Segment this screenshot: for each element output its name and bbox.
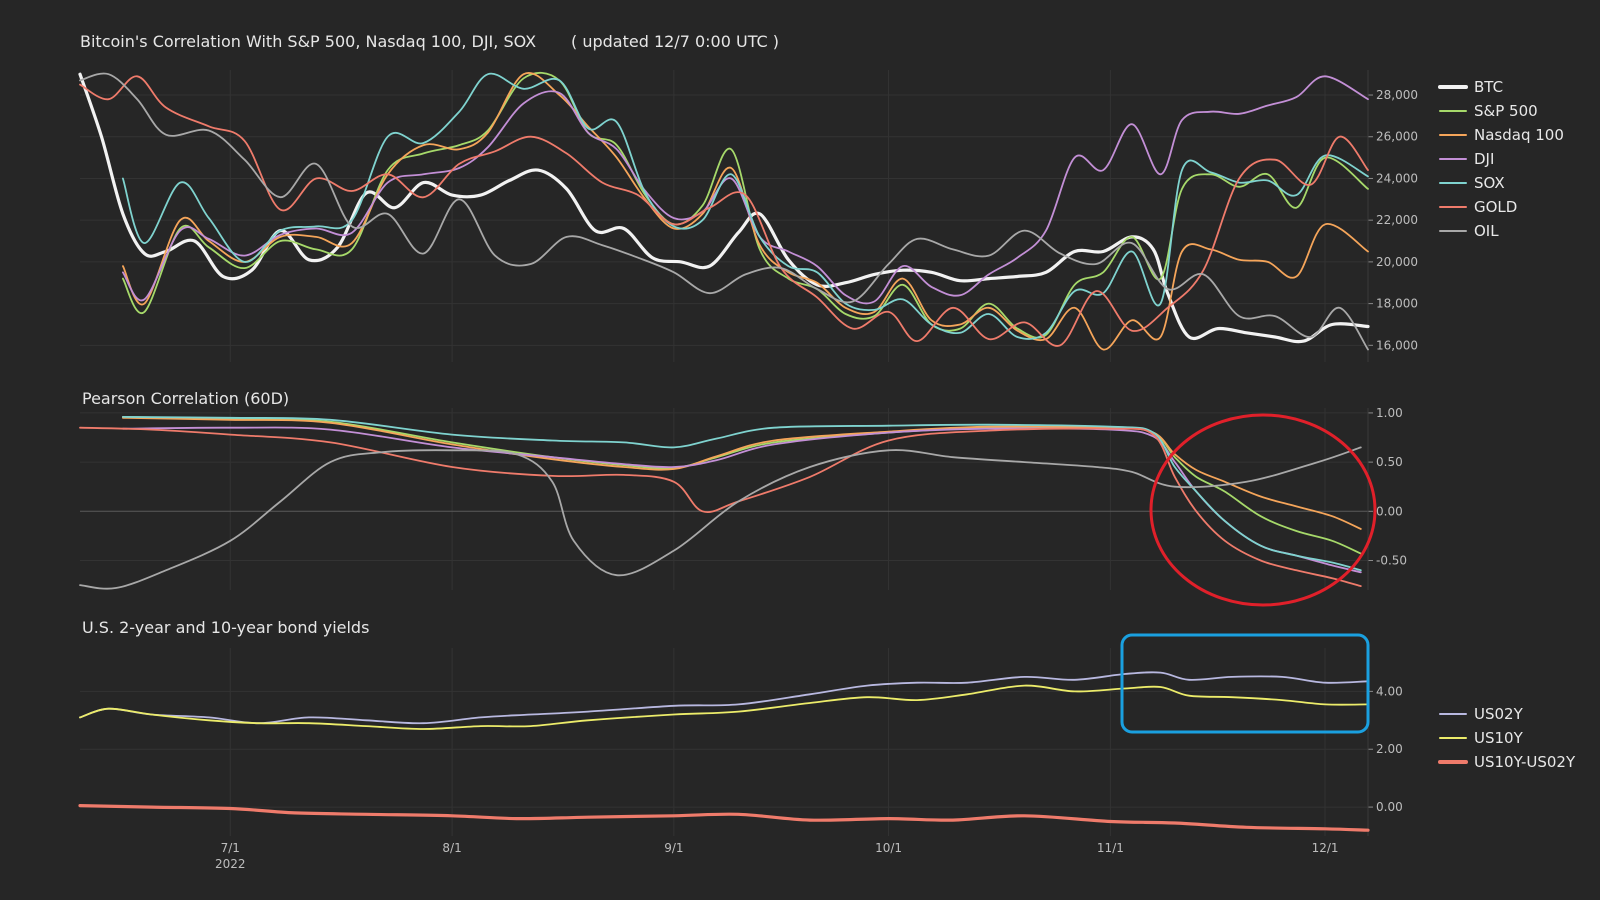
y-tick-label: 2.00 xyxy=(1376,742,1403,756)
series-line-nasdaq-100 xyxy=(122,416,1362,530)
y-tick-label: 4.00 xyxy=(1376,684,1403,698)
x-tick-label: 11/1 xyxy=(1097,841,1124,855)
series-line-us02y xyxy=(79,671,1369,725)
chart-title: Bitcoin's Correlation With S&P 500, Nasd… xyxy=(80,32,537,51)
legend-label-us02y: US02Y xyxy=(1474,705,1524,723)
yields-panel: 0.00 2.00 4.00 xyxy=(78,648,1403,836)
series-line-us10y xyxy=(79,684,1369,730)
series-line-us10y-us02y xyxy=(78,804,1370,832)
series-line-nasdaq-100 xyxy=(122,72,1369,351)
legend-label-btc: BTC xyxy=(1474,78,1503,96)
y-tick-label: 0.00 xyxy=(1376,504,1403,518)
legend-label-oil: OIL xyxy=(1474,222,1499,240)
series-line-sandp-500 xyxy=(122,416,1362,555)
series-line-oil xyxy=(79,72,1369,351)
x-tick-year-label: 2022 xyxy=(215,857,246,871)
y-tick-label: 26,000 xyxy=(1376,130,1418,144)
legend-label-gold: GOLD xyxy=(1474,198,1517,216)
y-tick-label: 24,000 xyxy=(1376,171,1418,185)
correlation-panel-title: Pearson Correlation (60D) xyxy=(82,389,290,408)
series-line-sandp-500 xyxy=(122,71,1369,339)
series-line-sox xyxy=(122,72,1369,340)
legend-label-dji: DJI xyxy=(1474,150,1494,168)
y-tick-label: 1.00 xyxy=(1376,406,1403,420)
series-line-gold xyxy=(79,75,1369,347)
series-line-dji xyxy=(122,75,1369,305)
series-line-oil xyxy=(79,446,1362,590)
correlation-panel: -0.50 0.00 0.50 1.00 xyxy=(79,406,1407,590)
x-tick-label: 7/1 xyxy=(221,841,240,855)
legend-label-nasdaq-100: Nasdaq 100 xyxy=(1474,126,1564,144)
price-panel: 16,000 18,000 20,000 22,000 24,000 26,000 28,0… xyxy=(78,70,1418,362)
y-tick-label: 28,000 xyxy=(1376,88,1418,102)
y-tick-label: -0.50 xyxy=(1376,553,1407,567)
legend-label-us10y: US10Y xyxy=(1474,729,1524,747)
y-tick-label: 16,000 xyxy=(1376,338,1418,352)
annotation-ellipse xyxy=(1149,413,1377,607)
series-line-sox xyxy=(122,416,1362,572)
y-tick-label: 20,000 xyxy=(1376,255,1418,269)
updated-timestamp: ( updated 12/7 0:00 UTC ) xyxy=(571,32,780,51)
series-line-gold xyxy=(79,426,1362,587)
x-tick-label: 8/1 xyxy=(442,841,461,855)
legend-label-sox: SOX xyxy=(1474,174,1505,192)
annotation-box xyxy=(1120,633,1370,734)
y-tick-label: 22,000 xyxy=(1376,213,1418,227)
legend-label-sandp-500: S&P 500 xyxy=(1474,102,1538,120)
yields-panel-title: U.S. 2-year and 10-year bond yields xyxy=(82,618,370,637)
legend-label-us10y-us02y: US10Y-US02Y xyxy=(1474,753,1576,771)
x-tick-label: 9/1 xyxy=(664,841,683,855)
y-tick-label: 0.50 xyxy=(1376,455,1403,469)
y-tick-label: 0.00 xyxy=(1376,800,1403,814)
y-tick-label: 18,000 xyxy=(1376,297,1418,311)
x-tick-label: 10/1 xyxy=(875,841,902,855)
x-tick-label: 12/1 xyxy=(1312,841,1339,855)
